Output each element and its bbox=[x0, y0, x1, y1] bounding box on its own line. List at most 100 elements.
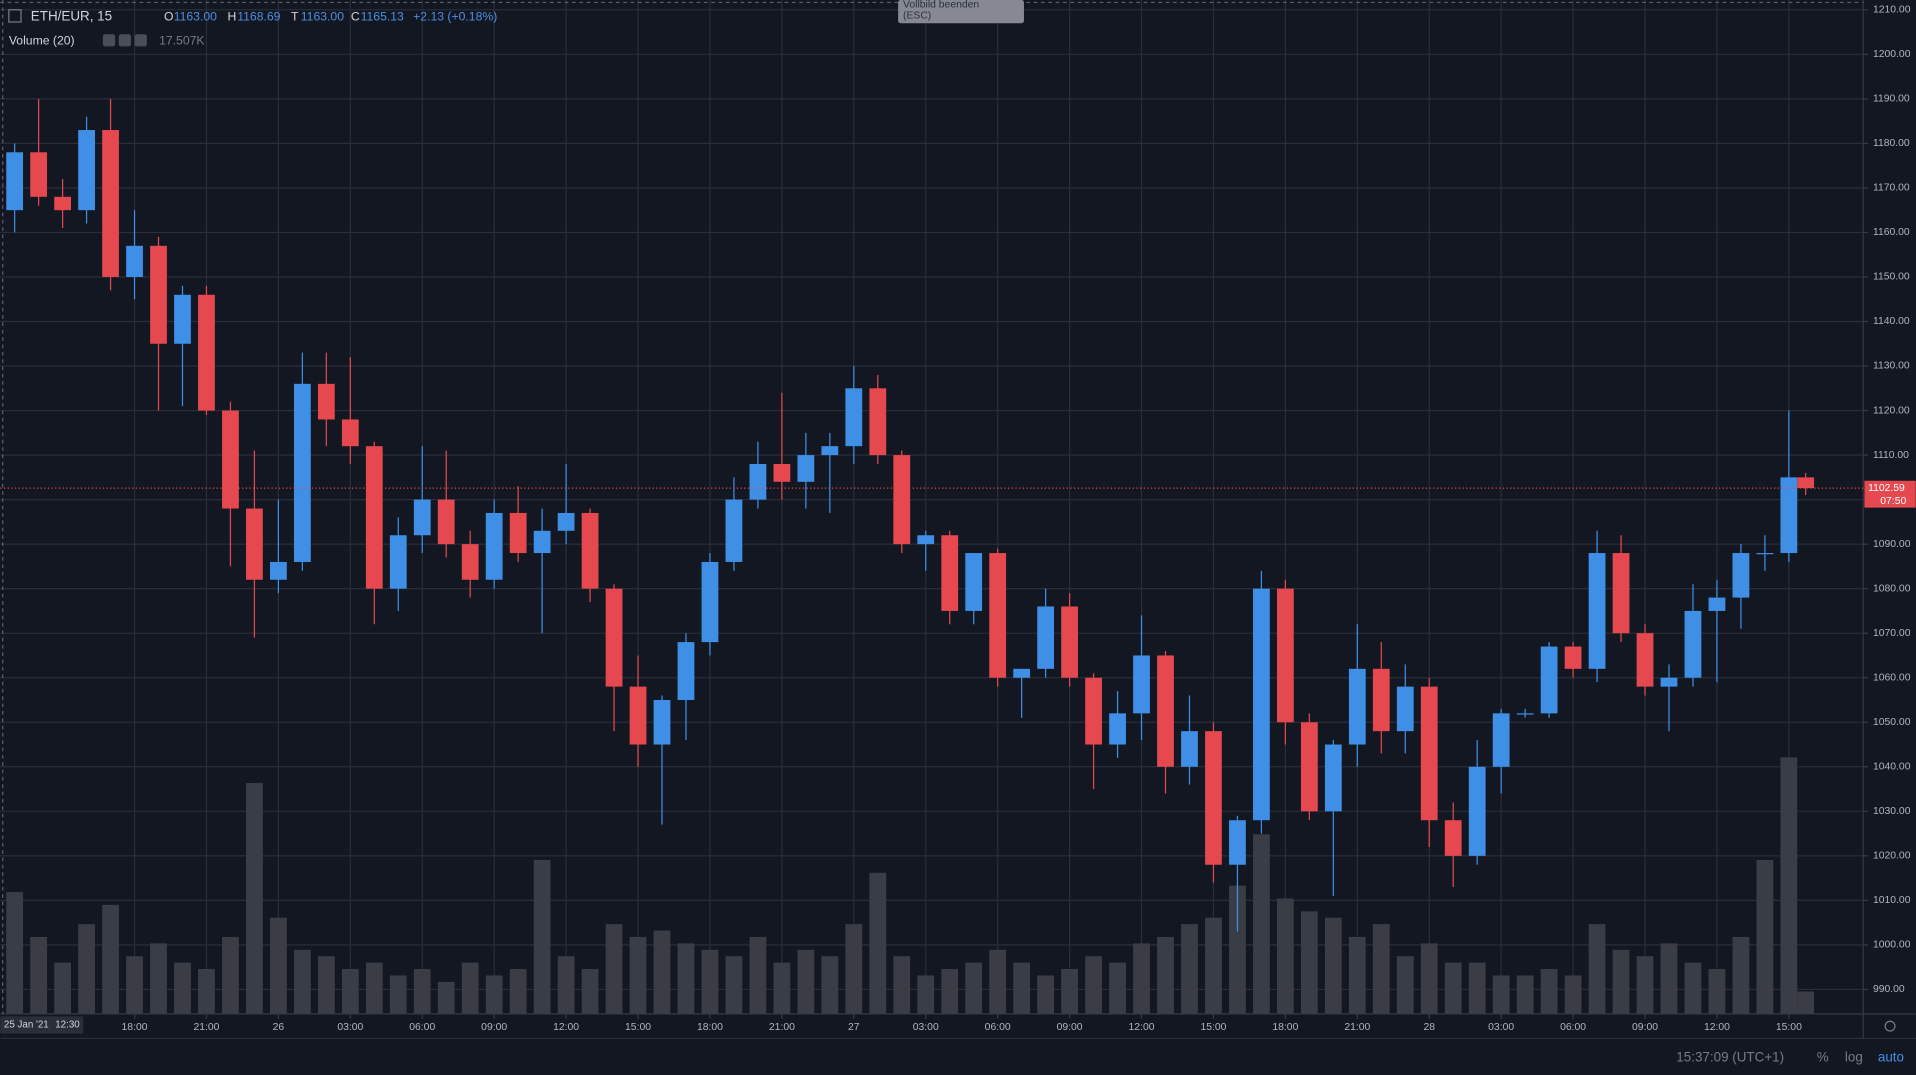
candle-body bbox=[821, 446, 839, 456]
volume-bar bbox=[749, 936, 767, 1014]
candle-body bbox=[1684, 610, 1702, 678]
candle-body bbox=[293, 383, 311, 562]
candle-body bbox=[461, 544, 479, 580]
x-tick-label: 15:00 bbox=[1776, 1022, 1802, 1033]
volume-bar bbox=[126, 956, 143, 1014]
volume-title[interactable]: Volume (20) bbox=[9, 34, 75, 48]
volume-bar bbox=[677, 943, 695, 1014]
volume-bar bbox=[1797, 991, 1815, 1014]
volume-bar bbox=[1085, 956, 1102, 1014]
candle-body bbox=[485, 512, 503, 580]
log-toggle[interactable]: log bbox=[1845, 1049, 1863, 1064]
volume-bar bbox=[1372, 924, 1390, 1014]
x-tick-label: 15:00 bbox=[625, 1022, 651, 1033]
candle-body bbox=[1492, 713, 1510, 767]
volume-bar bbox=[1516, 975, 1534, 1014]
countdown: 07:50 bbox=[1880, 496, 1906, 507]
x-tick-label: 12:00 bbox=[1129, 1022, 1155, 1033]
y-tick-label: 1000.00 bbox=[1873, 940, 1911, 951]
volume-bar bbox=[773, 962, 791, 1014]
candle-body bbox=[581, 512, 599, 589]
y-tick-label: 1050.00 bbox=[1873, 717, 1911, 728]
volume-bar bbox=[557, 956, 575, 1014]
candle-body bbox=[629, 686, 647, 745]
volume-bar bbox=[1109, 962, 1126, 1014]
x-tick-label: 18:00 bbox=[697, 1022, 723, 1033]
y-tick-label: 1040.00 bbox=[1873, 762, 1911, 773]
ohlc-label: C bbox=[351, 9, 360, 23]
y-tick-label: 1190.00 bbox=[1873, 94, 1910, 105]
start-time: 12:30 bbox=[55, 1019, 80, 1030]
volume-pane bbox=[6, 757, 1815, 1014]
volume-bar bbox=[533, 860, 551, 1014]
settings-icon[interactable] bbox=[118, 34, 131, 47]
volume-bar bbox=[917, 975, 935, 1014]
candle-body bbox=[869, 388, 887, 456]
volume-bar bbox=[1492, 975, 1510, 1014]
candle-body bbox=[1588, 553, 1606, 669]
x-tick-label: 06:00 bbox=[1560, 1022, 1586, 1033]
candle-body bbox=[389, 535, 407, 589]
volume-bar bbox=[437, 981, 455, 1014]
volume-bar bbox=[1133, 943, 1150, 1014]
close-icon[interactable] bbox=[134, 34, 147, 47]
y-tick-label: 1080.00 bbox=[1873, 583, 1911, 594]
x-tick-label: 26 bbox=[273, 1022, 285, 1033]
y-tick-label: 1060.00 bbox=[1873, 672, 1911, 683]
candle-body bbox=[413, 499, 431, 536]
candle-body bbox=[341, 419, 359, 447]
candle-body bbox=[1205, 731, 1222, 865]
volume-bar bbox=[1732, 936, 1750, 1014]
eye-icon[interactable] bbox=[102, 34, 116, 47]
candle-body bbox=[6, 152, 24, 211]
volume-bar bbox=[317, 956, 335, 1014]
clock[interactable]: 15:37:09 (UTC+1) bbox=[1676, 1049, 1784, 1064]
candle-body bbox=[174, 294, 191, 344]
volume-bar bbox=[1636, 956, 1654, 1014]
volume-bar bbox=[413, 969, 431, 1014]
y-tick-label: 1210.00 bbox=[1873, 5, 1911, 16]
volume-bar bbox=[941, 969, 959, 1014]
volume-bar bbox=[725, 956, 743, 1014]
y-tick-label: 1030.00 bbox=[1873, 806, 1911, 817]
candle-body bbox=[102, 130, 119, 277]
candle-body bbox=[773, 463, 791, 482]
tooltip-text: Vollbild beenden bbox=[903, 0, 979, 11]
volume-bar bbox=[1061, 969, 1078, 1014]
candle-body bbox=[365, 446, 383, 589]
candle-body bbox=[1157, 655, 1174, 767]
percent-toggle[interactable]: % bbox=[1817, 1049, 1829, 1064]
candle-body bbox=[1780, 477, 1798, 554]
collapse-icon[interactable] bbox=[8, 9, 22, 23]
volume-bar bbox=[1181, 924, 1198, 1014]
candle-body bbox=[1420, 686, 1438, 821]
start-date: 25 Jan '21 bbox=[4, 1019, 49, 1030]
x-tick-label: 03:00 bbox=[337, 1022, 363, 1033]
y-tick-label: 1130.00 bbox=[1873, 361, 1910, 372]
candle-body bbox=[1516, 713, 1534, 715]
volume-bar bbox=[1468, 962, 1486, 1014]
volume-bar bbox=[1660, 943, 1678, 1014]
symbol[interactable]: ETH/EUR, 15 bbox=[31, 9, 112, 24]
volume-bar bbox=[1420, 943, 1438, 1014]
y-tick-label: 1110.00 bbox=[1873, 450, 1909, 461]
settings-gear[interactable] bbox=[1884, 1020, 1896, 1032]
volume-bar bbox=[1780, 757, 1798, 1014]
tooltip[interactable] bbox=[898, 0, 1024, 24]
x-tick-label: 18:00 bbox=[122, 1022, 148, 1033]
candle-body bbox=[989, 553, 1007, 678]
volume-bar bbox=[54, 962, 72, 1014]
volume-bar bbox=[1396, 956, 1414, 1014]
auto-toggle[interactable]: auto bbox=[1878, 1049, 1904, 1064]
volume-bar bbox=[1253, 834, 1270, 1014]
volume-bar bbox=[701, 949, 719, 1014]
candle-body bbox=[1061, 606, 1078, 678]
volume-bar bbox=[845, 924, 863, 1014]
candle-body bbox=[1109, 713, 1126, 745]
volume-bar bbox=[198, 969, 215, 1014]
candle-body bbox=[198, 294, 215, 411]
x-tick-label: 03:00 bbox=[913, 1022, 939, 1033]
volume-bar bbox=[1612, 949, 1630, 1014]
volume-bar bbox=[869, 872, 887, 1014]
